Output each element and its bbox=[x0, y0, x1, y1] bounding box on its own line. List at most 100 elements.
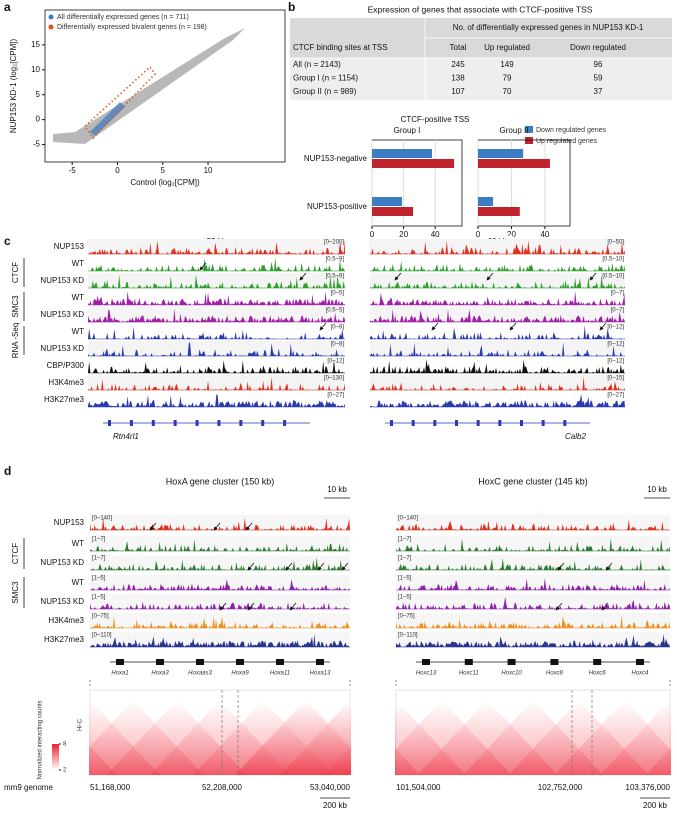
gene-label: Hoxa9 bbox=[231, 671, 249, 677]
signal-track bbox=[88, 377, 345, 390]
gene-label: Hoxc6 bbox=[589, 671, 607, 677]
track-range: [1–7] bbox=[398, 556, 412, 562]
track-bg bbox=[90, 594, 350, 610]
signal-track bbox=[90, 539, 350, 551]
group-title: Group I bbox=[394, 126, 421, 135]
panel-label: d bbox=[4, 464, 11, 478]
scale-label: 10 kb bbox=[647, 485, 667, 494]
table-cell: 79 bbox=[503, 74, 512, 83]
colorbar-tick-label: 8 bbox=[63, 742, 67, 748]
signal-track bbox=[88, 326, 345, 339]
genome-label: mm9 genome bbox=[4, 783, 53, 792]
table-cell: 70 bbox=[503, 87, 512, 96]
arrow bbox=[319, 322, 327, 331]
signal-track bbox=[396, 578, 670, 590]
genome-coordinate: 52,208,000 bbox=[202, 783, 243, 792]
track-label: NUP153 KD bbox=[40, 597, 84, 606]
track-label: NUP153 KD bbox=[40, 276, 84, 285]
legend-label: Differentially expressed bivalent genes … bbox=[57, 24, 207, 31]
track-range: [0.5–9] bbox=[326, 274, 345, 280]
track-label: WT bbox=[72, 259, 85, 268]
track-range: [0–75] bbox=[92, 614, 109, 620]
table-body-bg bbox=[290, 58, 672, 100]
hic-triangle bbox=[645, 741, 677, 775]
arrow bbox=[219, 602, 227, 611]
arrow bbox=[394, 272, 402, 281]
signal-track bbox=[396, 615, 670, 628]
x-tick-label: 10 bbox=[204, 166, 213, 175]
y-tick-label: 0 bbox=[36, 115, 41, 124]
group-label: RNA -Seq bbox=[11, 323, 20, 359]
cluster-title: HoxC gene cluster (145 kb) bbox=[478, 476, 588, 486]
signal-track bbox=[90, 557, 350, 570]
exon bbox=[156, 659, 164, 665]
exon bbox=[636, 659, 644, 665]
signal-track bbox=[370, 274, 625, 288]
arrow bbox=[317, 562, 325, 571]
table-cell: 59 bbox=[594, 74, 603, 83]
track-range: [0–5] bbox=[331, 291, 345, 297]
group-label: SMC3 bbox=[11, 581, 20, 604]
genome-coordinate: 53,040,000 bbox=[310, 783, 351, 792]
gene-label: Hoxc13 bbox=[416, 671, 437, 677]
signal-track bbox=[88, 394, 345, 407]
arrow bbox=[299, 272, 307, 281]
legend-swatch bbox=[48, 24, 54, 30]
arrow bbox=[486, 272, 494, 281]
signal-track bbox=[370, 325, 625, 339]
track-range: [0–12] bbox=[607, 325, 624, 331]
gene-label: Hoxa3 bbox=[151, 671, 169, 677]
signal-track bbox=[370, 394, 625, 407]
track-bg bbox=[396, 555, 670, 571]
scale-label: 200 kb bbox=[643, 801, 668, 810]
group-label: SMC3 bbox=[11, 295, 20, 318]
track-bg bbox=[370, 273, 625, 289]
exon bbox=[195, 420, 199, 426]
gene-label: Rtn4rl1 bbox=[113, 432, 139, 441]
track-range: [1–7] bbox=[398, 537, 412, 543]
colorbar-tick-label: 2 bbox=[63, 768, 67, 774]
arrow bbox=[149, 522, 157, 531]
signal-track bbox=[88, 274, 345, 288]
track-bg bbox=[370, 375, 625, 391]
track-range: [0–12] bbox=[327, 359, 344, 365]
track-range: [0–7] bbox=[611, 308, 625, 314]
bar bbox=[478, 207, 520, 216]
track-bg bbox=[88, 375, 345, 391]
table-cell: Group II (n = 989) bbox=[293, 87, 357, 96]
signal-track bbox=[370, 342, 625, 356]
exon bbox=[464, 659, 473, 665]
exon bbox=[108, 420, 111, 426]
hic-mask-left bbox=[0, 688, 89, 778]
track-label: NUP153 KD bbox=[40, 344, 84, 353]
bar bbox=[372, 149, 432, 158]
track-range: [0–140] bbox=[398, 516, 418, 522]
hic-mask-right bbox=[671, 688, 677, 778]
signal-track bbox=[90, 616, 350, 628]
gene-label: Hoxaas3 bbox=[188, 671, 212, 677]
genome-coordinate: 103,376,000 bbox=[626, 783, 671, 792]
table-column-header: Down regulated bbox=[570, 43, 626, 52]
x-tick-label: 40 bbox=[540, 230, 549, 239]
arrow bbox=[245, 522, 253, 531]
table-cell: 37 bbox=[594, 87, 603, 96]
point-cloud-edge bbox=[84, 65, 156, 140]
point-cloud bbox=[53, 28, 245, 144]
bar bbox=[478, 197, 494, 206]
exon bbox=[498, 420, 502, 426]
arrow bbox=[589, 272, 597, 281]
exon bbox=[550, 659, 559, 665]
track-label: H3K27me3 bbox=[44, 635, 85, 644]
table-column-header: CTCF binding sites at TSS bbox=[293, 43, 388, 52]
exon bbox=[541, 420, 545, 426]
track-bg bbox=[396, 575, 670, 591]
x-tick-label: -5 bbox=[69, 166, 77, 175]
exon bbox=[116, 659, 124, 665]
exon bbox=[217, 420, 221, 426]
track-label: NUP153 bbox=[54, 518, 85, 527]
legend-swatch bbox=[525, 137, 533, 144]
track-label: WT bbox=[72, 293, 85, 302]
table-title: Expression of genes that associate with … bbox=[368, 4, 593, 14]
arrow bbox=[247, 602, 255, 611]
